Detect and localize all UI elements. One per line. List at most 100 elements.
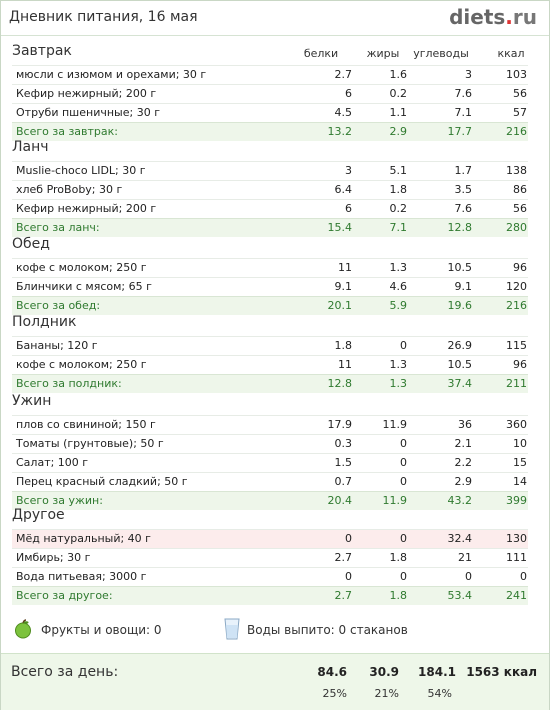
meal-total-label: Всего за другое: — [16, 589, 113, 602]
food-name: Блинчики с мясом; 65 г — [16, 280, 152, 293]
page-title: Дневник питания, 16 мая — [9, 9, 198, 25]
meal-total-row: Всего за завтрак: 13.2 2.9 17.7 216 — [12, 122, 528, 141]
food-row: Бананы; 120 г 1.8 0 26.9 115 — [12, 336, 528, 355]
meal-total-carbs: 37.4 — [447, 377, 473, 390]
water-counter: Воды выпито: 0 стаканов — [247, 623, 408, 637]
food-protein: 4.5 — [334, 106, 353, 119]
meal-title: Ланч — [12, 139, 49, 155]
column-header-kcal: ккал — [497, 47, 525, 60]
food-fat: 1.1 — [389, 106, 408, 119]
food-carbs: 36 — [458, 418, 472, 431]
food-kcal: 96 — [513, 358, 527, 371]
food-fat: 4.6 — [389, 280, 408, 293]
meal-total-fat: 7.1 — [389, 221, 408, 234]
food-fat: 1.8 — [389, 551, 408, 564]
food-row: плов со свининой; 150 г 17.9 11.9 36 360 — [12, 415, 528, 434]
meal-total-row: Всего за ужин: 20.4 11.9 43.2 399 — [12, 491, 528, 510]
meal-total-carbs: 19.6 — [447, 299, 473, 312]
food-carbs: 2.2 — [454, 456, 473, 469]
food-name: кофе с молоком; 250 г — [16, 358, 147, 371]
food-fat: 5.1 — [389, 164, 408, 177]
food-kcal: 56 — [513, 87, 527, 100]
glass-icon — [224, 618, 240, 640]
meal-title: Ужин — [12, 393, 52, 409]
column-header-carbs: углеводы — [413, 47, 469, 60]
food-protein: 9.1 — [334, 280, 353, 293]
food-kcal: 115 — [506, 339, 527, 352]
food-carbs: 10.5 — [447, 261, 473, 274]
logo-tld: ru — [512, 5, 537, 29]
meal-total-carbs: 12.8 — [447, 221, 473, 234]
food-name: Салат; 100 г — [16, 456, 89, 469]
food-name: Перец красный сладкий; 50 г — [16, 475, 188, 488]
site-logo[interactable]: diets.ru — [449, 5, 537, 29]
meal-total-protein: 20.1 — [327, 299, 353, 312]
food-carbs: 7.6 — [454, 87, 473, 100]
day-carbs-percent: 54% — [427, 687, 452, 700]
food-protein: 2.7 — [334, 551, 353, 564]
food-name: Мёд натуральный; 40 г — [16, 532, 151, 545]
meal-total-carbs: 53.4 — [447, 589, 473, 602]
food-fat: 1.3 — [389, 358, 408, 371]
food-name: мюсли с изюмом и орехами; 30 г — [16, 68, 207, 81]
food-name: Кефир нежирный; 200 г — [16, 87, 157, 100]
food-name: Имбирь; 30 г — [16, 551, 91, 564]
meal-total-row: Всего за ланч: 15.4 7.1 12.8 280 — [12, 218, 528, 237]
meal-total-row: Всего за другое: 2.7 1.8 53.4 241 — [12, 586, 528, 605]
meal-total-kcal: 280 — [506, 221, 527, 234]
food-fat: 11.9 — [382, 418, 408, 431]
food-row: Отруби пшеничные; 30 г 4.5 1.1 7.1 57 — [12, 103, 528, 122]
food-row: Блинчики с мясом; 65 г 9.1 4.6 9.1 120 — [12, 277, 528, 296]
meal-total-fat: 1.3 — [389, 377, 408, 390]
food-row: мюсли с изюмом и орехами; 30 г 2.7 1.6 3 103 — [12, 65, 528, 84]
food-kcal: 0 — [520, 570, 527, 583]
food-row: Кефир нежирный; 200 г 6 0.2 7.6 56 — [12, 84, 528, 103]
food-fat: 1.3 — [389, 261, 408, 274]
fruits-counter: Фрукты и овощи: 0 — [41, 623, 162, 637]
meal-total-label: Всего за полдник: — [16, 377, 122, 390]
food-kcal: 360 — [506, 418, 527, 431]
food-protein: 3 — [345, 164, 352, 177]
food-carbs: 26.9 — [447, 339, 473, 352]
food-name: Вода питьевая; 3000 г — [16, 570, 147, 583]
food-fat: 0 — [400, 532, 407, 545]
food-kcal: 15 — [513, 456, 527, 469]
meal-total-row: Всего за обед: 20.1 5.9 19.6 216 — [12, 296, 528, 315]
food-protein: 11 — [338, 261, 352, 274]
logo-dot: . — [505, 5, 513, 29]
food-name: кофе с молоком; 250 г — [16, 261, 147, 274]
meal-total-fat: 2.9 — [389, 125, 408, 138]
meal-total-fat: 1.8 — [389, 589, 408, 602]
food-kcal: 120 — [506, 280, 527, 293]
food-carbs: 9.1 — [454, 280, 473, 293]
meal-total-protein: 12.8 — [327, 377, 353, 390]
meal-total-label: Всего за ланч: — [16, 221, 100, 234]
meal-total-carbs: 43.2 — [447, 494, 473, 507]
meal-total-row: Всего за полдник: 12.8 1.3 37.4 211 — [12, 374, 528, 393]
meal-total-label: Всего за обед: — [16, 299, 101, 312]
food-row: кофе с молоком; 250 г 11 1.3 10.5 96 — [12, 355, 528, 374]
food-carbs: 7.6 — [454, 202, 473, 215]
meal-total-protein: 20.4 — [327, 494, 353, 507]
meal-total-label: Всего за завтрак: — [16, 125, 119, 138]
food-carbs: 3.5 — [454, 183, 473, 196]
extras-bar: Фрукты и овощи: 0 Воды выпито: 0 стакано… — [1, 613, 549, 647]
food-fat: 0 — [400, 437, 407, 450]
food-fat: 0.2 — [389, 87, 408, 100]
meal-total-protein: 2.7 — [334, 589, 353, 602]
page-header: Дневник питания, 16 мая diets.ru — [1, 1, 549, 36]
meal-total-protein: 13.2 — [327, 125, 353, 138]
meal-total-fat: 11.9 — [382, 494, 408, 507]
food-fat: 1.8 — [389, 183, 408, 196]
food-carbs: 32.4 — [447, 532, 473, 545]
food-row: Мёд натуральный; 40 г 0 0 32.4 130 — [12, 529, 528, 548]
apple-icon — [15, 619, 31, 639]
food-kcal: 111 — [506, 551, 527, 564]
day-carbs: 184.1 — [418, 665, 456, 679]
day-fat: 30.9 — [369, 665, 399, 679]
meal-total-kcal: 216 — [506, 125, 527, 138]
food-kcal: 10 — [513, 437, 527, 450]
meal-title: Обед — [12, 236, 50, 252]
food-carbs: 1.7 — [454, 164, 473, 177]
